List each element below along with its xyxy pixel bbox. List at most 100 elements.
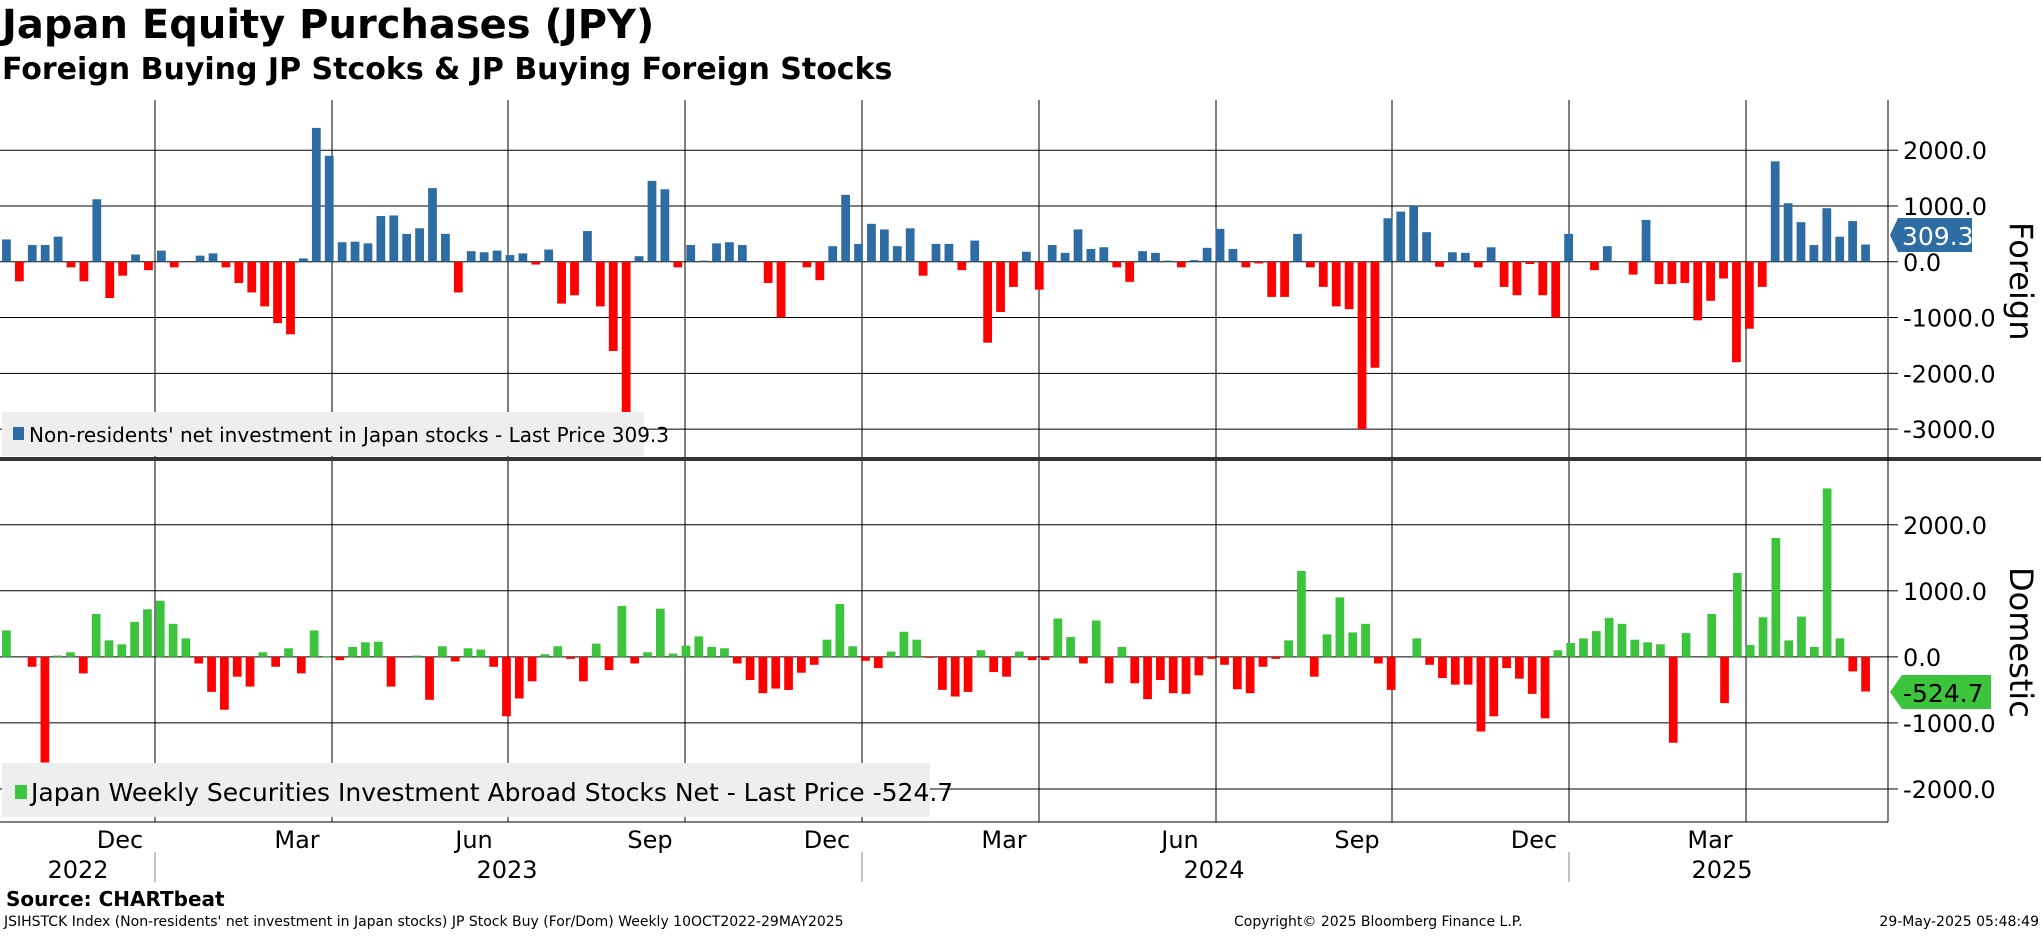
foreign-bar — [1744, 261, 1754, 329]
foreign-bar — [944, 243, 954, 262]
domestic-bar — [335, 656, 345, 661]
footer-timestamp: 29-May-2025 05:48:49 — [1879, 914, 2039, 930]
foreign-bar — [1396, 211, 1406, 262]
domestic-bar — [963, 656, 973, 692]
foreign-bar — [531, 261, 541, 265]
domestic-bar — [1335, 597, 1345, 657]
foreign-bar — [1796, 222, 1806, 262]
domestic-bar — [1361, 623, 1370, 657]
domestic-bar — [1104, 656, 1114, 684]
domestic-bar — [284, 648, 293, 657]
domestic-bar — [784, 656, 793, 690]
domestic-bar — [1309, 656, 1319, 677]
foreign-ytick-label: 2000.0 — [1903, 137, 1987, 165]
domestic-bar — [1143, 656, 1152, 700]
domestic-bar — [694, 636, 704, 657]
foreign-bar — [634, 256, 644, 262]
foreign-bar — [1202, 247, 1212, 262]
foreign-bar — [1112, 261, 1122, 268]
foreign-bar — [931, 243, 941, 262]
footer-copyright: Copyright© 2025 Bloomberg Finance L.P. — [1234, 914, 1523, 930]
domestic-bar — [1438, 656, 1447, 678]
domestic-bar — [950, 656, 960, 697]
foreign-bar — [208, 253, 218, 262]
domestic-bar — [348, 646, 357, 657]
foreign-bar — [1138, 251, 1147, 262]
foreign-bar — [970, 240, 980, 262]
domestic-bar — [66, 652, 75, 657]
foreign-bar — [854, 243, 863, 262]
domestic-bar — [630, 656, 640, 664]
foreign-bar — [905, 228, 915, 262]
foreign-bar — [350, 241, 360, 262]
foreign-ytick-label: 1000.0 — [1903, 193, 1987, 221]
domestic-bar — [1835, 638, 1845, 657]
domestic-bar — [1668, 656, 1678, 743]
domestic-bar — [809, 656, 819, 665]
domestic-bar — [861, 656, 870, 661]
domestic-bar — [1797, 616, 1806, 657]
domestic-bar — [1220, 656, 1229, 665]
domestic-bar — [1463, 656, 1473, 685]
foreign-bar — [1009, 261, 1018, 287]
domestic-bar — [1527, 656, 1537, 694]
foreign-legend-box — [2, 412, 644, 456]
x-month-label: Dec — [97, 826, 143, 854]
domestic-bar — [1720, 656, 1729, 704]
foreign-bar — [518, 253, 528, 262]
foreign-bar — [53, 236, 63, 262]
foreign-bar — [570, 261, 579, 296]
foreign-bar — [66, 261, 76, 268]
domestic-ytick-label: -1000.0 — [1903, 710, 1996, 738]
domestic-bar — [1771, 537, 1781, 657]
foreign-bar — [1422, 232, 1431, 262]
foreign-bar — [1783, 203, 1793, 262]
foreign-bar — [299, 258, 308, 262]
foreign-bar — [1719, 261, 1728, 279]
domestic-bar — [309, 630, 319, 657]
foreign-ytick-label: -3000.0 — [1903, 416, 1996, 444]
domestic-bar — [886, 651, 896, 657]
foreign-bar — [1357, 261, 1367, 430]
foreign-bar — [841, 194, 851, 262]
foreign-bar — [1512, 261, 1522, 296]
x-axis-months: Dec Mar Jun Sep Dec Mar Jun Sep Dec Mar — [97, 826, 1733, 854]
foreign-bar — [1151, 252, 1160, 262]
domestic-panel: 2000.0 1000.0 0.0 -1000.0 -2000.0 — [0, 488, 1996, 804]
foreign-bar — [1021, 251, 1031, 262]
foreign-bar — [1628, 261, 1638, 275]
domestic-bar — [1271, 656, 1281, 659]
domestic-bar — [271, 656, 281, 667]
foreign-last-value: 309.3 — [1902, 222, 1974, 251]
foreign-bar — [1486, 247, 1496, 262]
foreign-bar — [195, 255, 205, 262]
x-month-label: Jun — [1159, 826, 1199, 854]
domestic-bar — [1822, 488, 1832, 657]
domestic-bar — [553, 646, 563, 657]
domestic-bar — [899, 631, 909, 657]
foreign-panel: 2000.0 1000.0 0.0 -1000.0 -2000.0 -3000.0 — [0, 127, 1996, 444]
foreign-bar — [1835, 236, 1845, 262]
domestic-bar — [181, 638, 191, 657]
foreign-bar — [763, 261, 773, 283]
foreign-bar — [1215, 228, 1225, 262]
foreign-bar — [544, 249, 554, 262]
foreign-bar — [492, 250, 502, 262]
foreign-bar — [415, 228, 424, 262]
domestic-bar — [1373, 656, 1383, 664]
domestic-bar — [194, 656, 204, 664]
foreign-bar — [169, 261, 179, 268]
foreign-bar — [428, 188, 437, 262]
foreign-bar — [673, 261, 683, 268]
foreign-bar — [2, 239, 11, 262]
foreign-bar — [1086, 248, 1096, 262]
foreign-bar — [234, 261, 244, 283]
domestic-last-value: -524.7 — [1903, 679, 1984, 708]
domestic-bar — [1014, 651, 1024, 657]
foreign-bar — [957, 261, 967, 271]
domestic-bar — [1412, 638, 1422, 657]
foreign-bar — [1551, 261, 1561, 318]
x-month-label: Jun — [453, 826, 493, 854]
foreign-bar — [118, 261, 128, 276]
